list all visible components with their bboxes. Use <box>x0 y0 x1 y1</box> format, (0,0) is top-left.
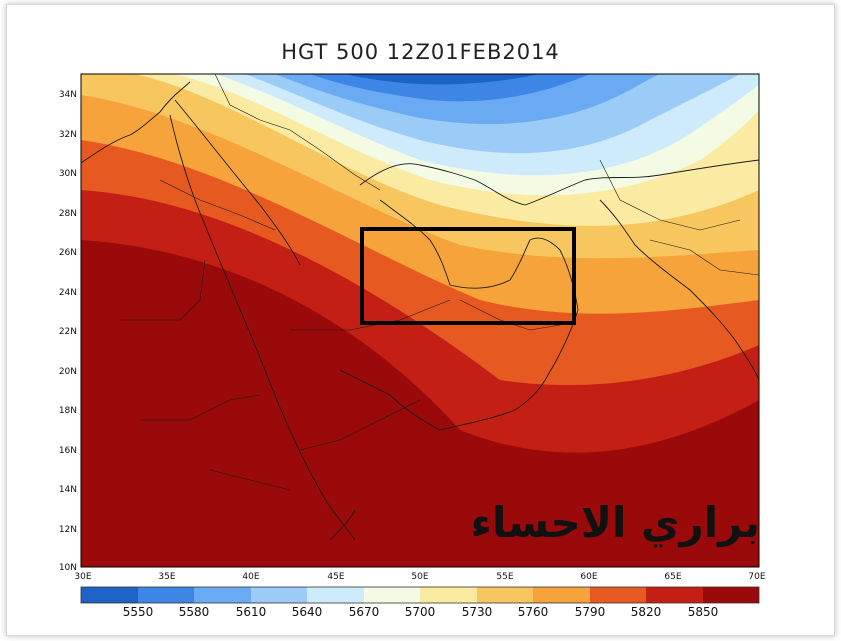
lon-label: 45E <box>327 572 344 582</box>
lat-label: 18N <box>59 406 77 416</box>
band-5550 <box>345 74 540 85</box>
lat-label: 14N <box>59 485 77 495</box>
colorbar-swatch <box>477 587 533 603</box>
colorbar-label: 5550 <box>123 605 154 619</box>
chart-title: HGT 500 12Z01FEB2014 <box>281 40 560 64</box>
lat-label: 30N <box>59 169 77 179</box>
lat-label: 10N <box>59 563 77 573</box>
colorbar-label: 5670 <box>349 605 380 619</box>
country-borders <box>120 74 759 491</box>
colorbar-swatch <box>364 587 420 603</box>
colorbar-label: 5850 <box>688 605 719 619</box>
lat-label: 26N <box>59 248 77 258</box>
lon-label: 50E <box>411 572 428 582</box>
highlight-box <box>360 227 576 325</box>
lon-label: 30E <box>74 572 91 582</box>
colorbar-swatch <box>590 587 646 603</box>
colorbar-label: 5640 <box>292 605 323 619</box>
colorbar-label: 5610 <box>236 605 267 619</box>
coastlines <box>81 81 759 541</box>
lon-label: 70E <box>748 572 765 582</box>
colorbar-label: 5730 <box>462 605 493 619</box>
lat-label: 34N <box>59 90 77 100</box>
lon-label: 65E <box>664 572 681 582</box>
lat-label: 32N <box>59 130 77 140</box>
colorbar-swatch <box>420 587 477 603</box>
lat-axis: 10N 12N 14N 16N 18N 20N 22N 24N 26N 28N … <box>59 90 77 573</box>
map-border <box>80 73 760 568</box>
lat-label: 24N <box>59 288 77 298</box>
lat-label: 22N <box>59 327 77 337</box>
colorbar-label: 5790 <box>575 605 606 619</box>
colorbar-swatch <box>194 587 251 603</box>
colorbar-label: 5820 <box>631 605 662 619</box>
watermark-text: براري الاحساء <box>470 498 760 547</box>
colorbar-swatch <box>703 587 759 603</box>
lat-label: 12N <box>59 525 77 535</box>
lat-label: 16N <box>59 446 77 456</box>
lon-label: 60E <box>580 572 597 582</box>
lat-label: 20N <box>59 367 77 377</box>
colorbar-label: 5760 <box>518 605 549 619</box>
colorbar-swatch <box>138 587 194 603</box>
lat-label: 28N <box>59 209 77 219</box>
lon-label: 40E <box>242 572 259 582</box>
colorbar-label: 5580 <box>179 605 210 619</box>
colorbar-swatch <box>533 587 590 603</box>
colorbar: 5550 5580 5610 5640 5670 5700 5730 5760 … <box>80 586 760 619</box>
colorbar-swatch <box>307 587 364 603</box>
band-5580 <box>310 74 590 102</box>
colorbar-swatch <box>646 587 703 603</box>
colorbar-label: 5700 <box>405 605 436 619</box>
lon-label: 55E <box>496 572 513 582</box>
colorbar-swatch <box>251 587 307 603</box>
lon-label: 35E <box>158 572 175 582</box>
lon-axis: 30E 35E 40E 45E 50E 55E 60E 65E 70E <box>74 572 765 582</box>
colorbar-swatch <box>81 587 138 603</box>
contour-bands <box>81 74 759 567</box>
